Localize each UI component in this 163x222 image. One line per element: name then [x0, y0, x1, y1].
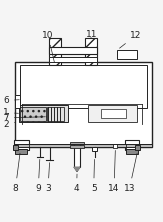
Bar: [70, 145, 84, 148]
Bar: [101, 109, 126, 118]
Bar: [20, 65, 147, 108]
Bar: [49, 48, 97, 54]
Bar: [126, 149, 138, 154]
Text: 4: 4: [74, 174, 79, 192]
Text: 10: 10: [42, 31, 54, 63]
Bar: [85, 38, 97, 65]
Bar: [113, 145, 117, 148]
Bar: [15, 95, 20, 108]
Bar: [70, 142, 84, 145]
Text: 12: 12: [119, 31, 142, 48]
Bar: [15, 149, 27, 154]
Text: 9: 9: [35, 159, 41, 192]
Bar: [20, 107, 46, 121]
Text: 6: 6: [3, 96, 19, 105]
Bar: [13, 145, 18, 151]
Bar: [15, 144, 152, 147]
Bar: [49, 57, 97, 62]
Bar: [135, 145, 140, 151]
Text: 13: 13: [124, 153, 137, 192]
Bar: [47, 107, 64, 121]
Bar: [92, 147, 97, 151]
Bar: [117, 50, 137, 59]
Bar: [88, 105, 137, 122]
Bar: [14, 140, 29, 150]
Bar: [15, 105, 152, 124]
Text: 7: 7: [3, 113, 45, 122]
Bar: [125, 140, 139, 150]
Text: 3: 3: [45, 163, 51, 192]
Text: 5: 5: [91, 159, 97, 192]
Polygon shape: [74, 167, 80, 171]
Text: 8: 8: [13, 153, 20, 192]
Text: 2: 2: [3, 120, 15, 129]
Bar: [15, 62, 152, 147]
Bar: [49, 38, 61, 65]
Bar: [19, 105, 68, 122]
Text: 14: 14: [108, 151, 120, 192]
Bar: [74, 143, 80, 167]
Text: 1: 1: [3, 108, 18, 117]
Text: 11: 11: [86, 30, 98, 39]
